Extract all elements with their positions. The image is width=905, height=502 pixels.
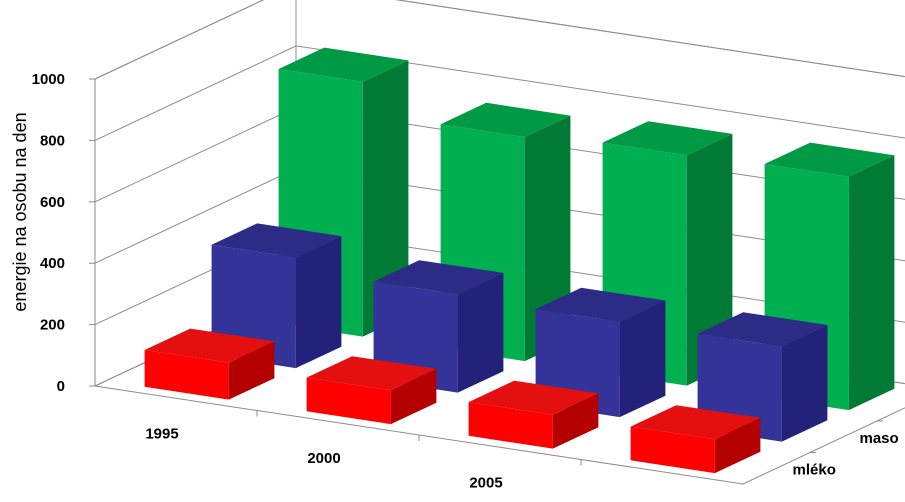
y-tick-label: 600 — [40, 194, 65, 211]
y-tick-label: 200 — [40, 317, 65, 334]
bar — [631, 405, 761, 473]
bar-side — [296, 236, 342, 368]
series-label: maso — [860, 430, 899, 447]
series-label: mléko — [793, 461, 836, 478]
category-label: 2000 — [307, 450, 340, 467]
category-label: 2005 — [469, 474, 502, 491]
y-tick-label: 400 — [40, 255, 65, 272]
bars — [145, 48, 895, 474]
bar-side — [849, 155, 895, 410]
category-label: 1995 — [145, 425, 178, 442]
category-labels: 1995200020052010 — [145, 425, 664, 497]
gridline — [95, 0, 905, 83]
y-tick-label: 800 — [40, 132, 65, 149]
bar — [145, 329, 275, 400]
bar — [307, 356, 437, 424]
y-tick-label: 1000 — [32, 71, 65, 88]
y-axis-title: energie na osobu na den — [10, 112, 30, 311]
y-tick-labels: 0 200 400 600 800 1000 — [32, 71, 65, 395]
bar — [469, 381, 599, 449]
y-tick-label: 0 — [57, 378, 65, 395]
